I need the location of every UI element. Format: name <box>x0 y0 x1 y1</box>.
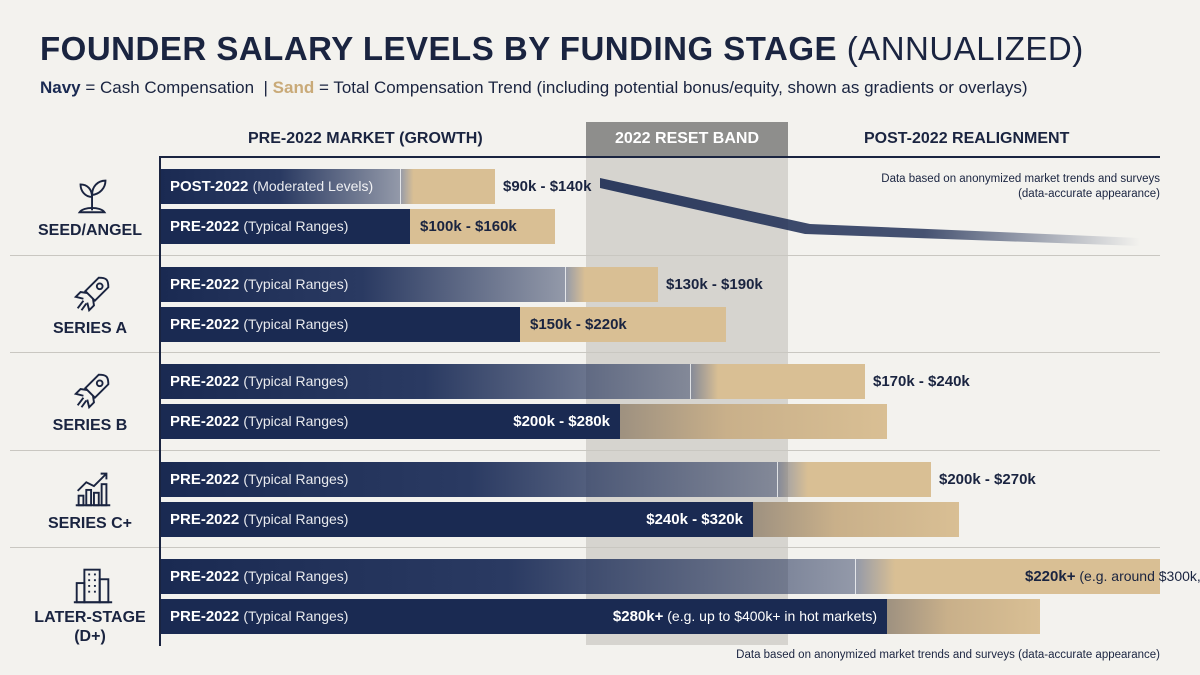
range-note: (e.g. around $300k, variable) <box>1079 568 1200 585</box>
range-label: $130k - $190k <box>666 267 763 302</box>
stage-separator <box>10 352 1160 354</box>
row-qualifier: (Typical Ranges) <box>243 275 349 292</box>
range-label: $240k - $320k <box>646 502 743 537</box>
row-label: PRE-2022 <box>170 315 240 333</box>
range-value: $200k - $270k <box>939 470 1036 488</box>
cash-gradient-bar: PRE-2022 (Typical Ranges) <box>160 461 931 497</box>
stage-label: SERIES B <box>52 417 128 435</box>
row-qualifier: (Typical Ranges) <box>243 470 349 487</box>
total-comp-bar <box>410 209 555 244</box>
stage-label: SERIES A <box>52 319 128 337</box>
cash-bar: PRE-2022 (Typical Ranges) <box>160 404 620 440</box>
cash-bar: PRE-2022 (Typical Ranges) <box>160 209 410 244</box>
stage-label: LATER-STAGE (D+) <box>34 609 146 646</box>
legend-sand-desc: = Total Compensation Trend (including po… <box>318 78 1028 97</box>
range-tick <box>565 266 566 302</box>
row-qualifier: (Typical Ranges) <box>243 608 349 625</box>
title-suffix: (ANNUALIZED) <box>846 30 1084 67</box>
row-label: PRE-2022 <box>170 373 240 391</box>
cash-gradient-bar: PRE-2022 (Typical Ranges) <box>160 559 1160 595</box>
cash-gradient-bar: PRE-2022 (Typical Ranges) <box>160 364 865 400</box>
growth-chart-icon <box>70 465 116 511</box>
row-qualifier: (Typical Ranges) <box>243 218 349 234</box>
row-qualifier: (Typical Ranges) <box>243 413 349 430</box>
row-qualifier: (Typical Ranges) <box>243 568 349 585</box>
total-comp-bar <box>620 404 887 440</box>
range-tick <box>400 169 401 204</box>
row-qualifier: (Typical Ranges) <box>243 373 349 390</box>
range-label: $150k - $220k <box>530 307 627 342</box>
stage-separator <box>10 449 1160 451</box>
legend-sand-word: Sand <box>272 78 315 97</box>
range-note: (e.g. up to $400k+ in hot markets) <box>663 608 877 625</box>
row-qualifier: (Moderated Levels) <box>252 178 374 194</box>
total-comp-bar <box>887 599 1040 635</box>
row-qualifier: (Typical Ranges) <box>243 315 349 332</box>
rocket-icon <box>70 367 116 413</box>
cash-gradient-bar: PRE-2022 (Typical Ranges) <box>160 266 658 302</box>
column-header-reset: 2022 RESET BAND <box>586 122 788 156</box>
range-value: $240k - $320k <box>646 510 743 528</box>
y-axis-line <box>159 156 161 646</box>
range-label: $200k - $280k <box>513 404 610 439</box>
legend-divider: | <box>263 78 268 97</box>
range-value: $220k+ <box>1025 568 1076 586</box>
row-label: PRE-2022 <box>170 608 240 626</box>
total-comp-bar <box>520 306 726 342</box>
stage-label: SERIES C+ <box>47 514 133 532</box>
stage-separator <box>10 254 1160 256</box>
row-qualifier: (Typical Ranges) <box>243 510 349 527</box>
row-label: PRE-2022 <box>170 218 240 235</box>
range-label: $200k - $270k <box>939 462 1036 497</box>
range-tick <box>777 461 778 497</box>
range-label: $90k - $140k <box>503 169 591 204</box>
range-tick <box>855 559 856 595</box>
stage-separator <box>10 547 1160 549</box>
range-label: $100k - $160k <box>420 209 517 244</box>
rocket-icon <box>70 270 116 316</box>
building-icon <box>70 562 116 608</box>
range-label: $170k - $240k <box>873 364 970 399</box>
page-title: FOUNDER SALARY LEVELS BY FUNDING STAGE (… <box>40 30 1084 68</box>
row-label: PRE-2022 <box>170 275 240 293</box>
cash-bar: PRE-2022 (Typical Ranges) <box>160 599 887 635</box>
range-value: $130k - $190k <box>666 275 763 293</box>
legend-navy-word: Navy <box>40 78 81 97</box>
range-value: $200k - $280k <box>513 413 610 431</box>
row-label: POST-2022 <box>170 178 249 195</box>
range-label: $220k+ (e.g. around $300k, variable) <box>1025 559 1200 594</box>
column-header-pre: PRE-2022 MARKET (GROWTH) <box>248 130 483 147</box>
range-value: $170k - $240k <box>873 373 970 391</box>
range-tick <box>690 364 691 400</box>
range-value: $150k - $220k <box>530 315 627 333</box>
row-label: PRE-2022 <box>170 510 240 528</box>
range-value: $100k - $160k <box>420 218 517 235</box>
total-comp-bar <box>753 501 959 537</box>
stage-label: SEED/ANGEL <box>37 222 142 239</box>
legend-navy-desc: = Cash Compensation <box>85 78 255 97</box>
header-rule <box>160 156 1160 158</box>
row-label: PRE-2022 <box>170 568 240 586</box>
range-value: $90k - $140k <box>503 178 592 195</box>
row-label: PRE-2022 <box>170 470 240 488</box>
note-bottom: Data based on anonymized market trends a… <box>736 649 1160 661</box>
column-header-post: POST-2022 REALIGNMENT <box>864 130 1070 147</box>
cash-gradient-bar: POST-2022 (Moderated Levels) <box>160 169 495 204</box>
title-main: FOUNDER SALARY LEVELS BY FUNDING STAGE <box>40 30 838 67</box>
note-top: Data based on anonymized market trends a… <box>881 173 1160 200</box>
cash-bar: PRE-2022 (Typical Ranges) <box>160 501 753 537</box>
legend: Navy = Cash Compensation | Sand = Total … <box>40 78 1028 98</box>
range-value: $280k+ <box>612 608 664 626</box>
row-label: PRE-2022 <box>170 413 240 431</box>
cash-bar: PRE-2022 (Typical Ranges) <box>160 306 520 342</box>
sprout-icon <box>70 172 116 218</box>
range-label: $280k+ (e.g. up to $400k+ in hot markets… <box>613 599 877 634</box>
